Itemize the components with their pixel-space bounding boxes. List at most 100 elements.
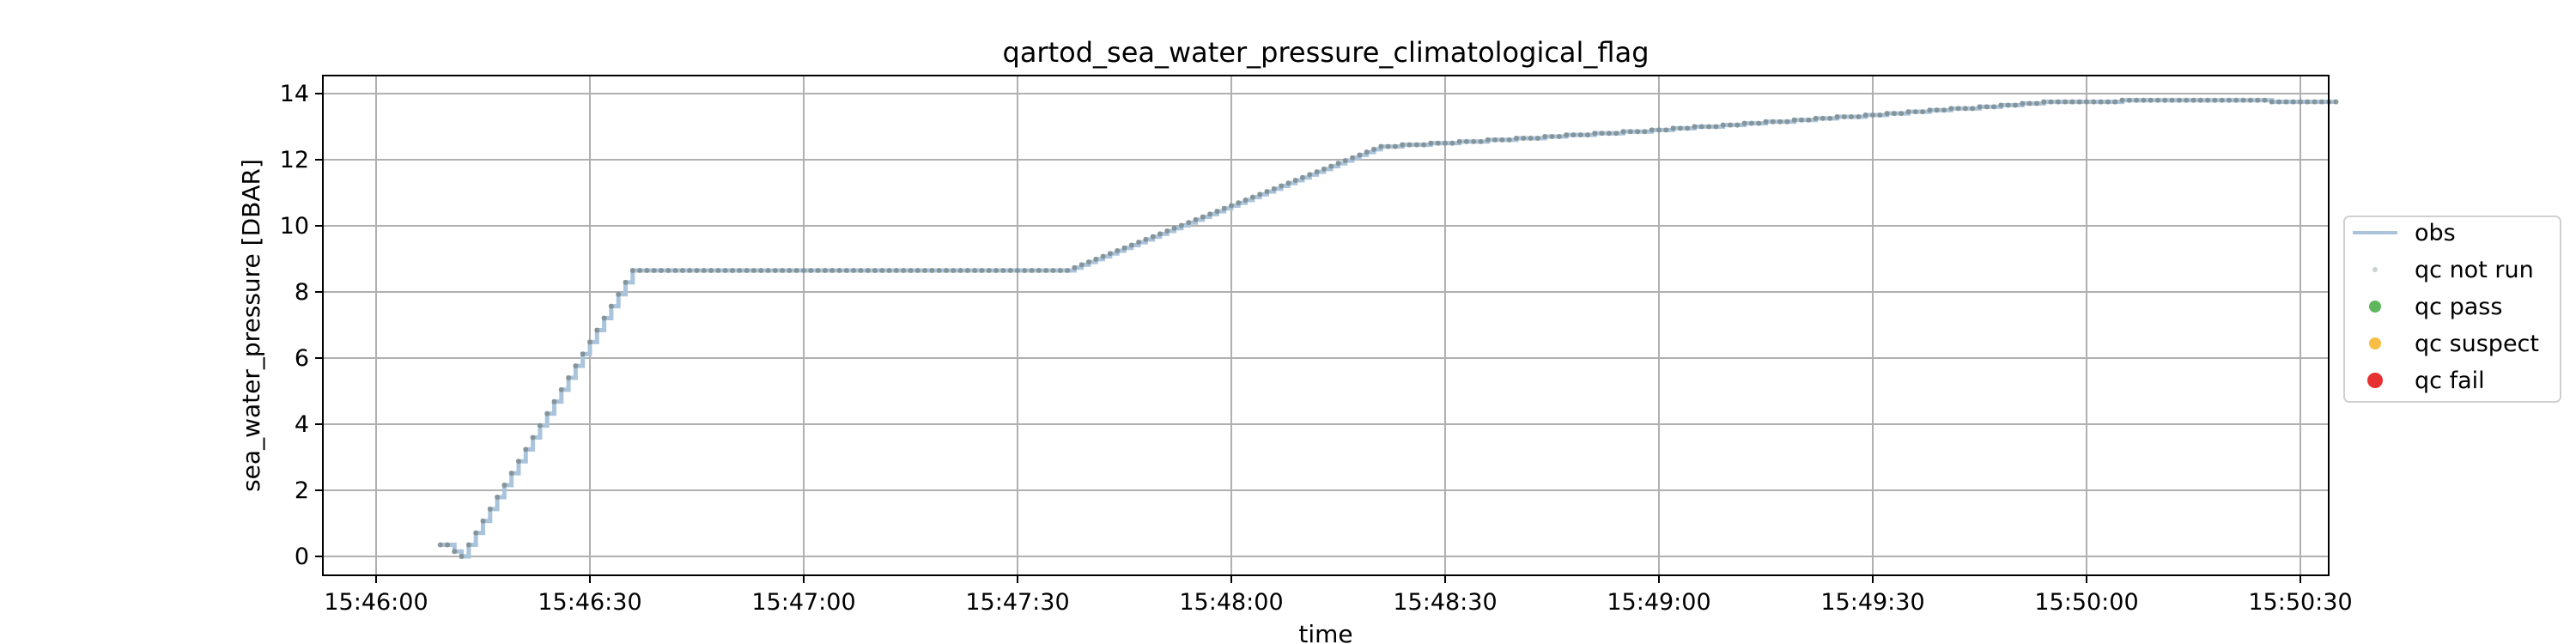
qc-not-run-point [1613,131,1619,137]
qc-not-run-point [1143,236,1149,242]
qc-not-run-point [2312,99,2318,105]
qc-not-run-point [601,315,607,321]
y-tick-label: 6 [295,345,309,372]
qc-not-run-point [1920,109,1926,115]
qc-not-run-point [1870,112,1875,118]
qc-not-run-point [1905,109,1911,115]
qc-not-run-point [929,267,935,273]
qc-not-run-point [2262,97,2268,103]
qc-not-run-point [1279,183,1285,189]
qc-not-run-point [2076,99,2082,105]
obs-line [440,98,2336,559]
legend-swatch-marker [2369,337,2381,349]
qc-not-run-point [487,506,493,512]
qc-not-run-point [1884,111,1890,117]
qc-not-run-point [1827,115,1833,121]
qc-not-run-point [2134,97,2140,103]
series-layer [437,97,2339,559]
qc-not-run-point [1485,137,1491,143]
qc-not-run-point [2048,99,2054,105]
qc-not-run-point [744,267,750,273]
x-tick-label: 15:46:00 [324,589,428,616]
qc-not-run-point [1549,134,1555,140]
qc-not-run-point [715,267,721,273]
qc-not-run-point [1115,248,1121,254]
qc-not-run-point [1107,251,1113,257]
qc-not-run-point [537,422,543,428]
qc-not-run-point [1599,131,1605,137]
x-tick-label: 15:46:30 [538,589,641,616]
qc-not-run-point [1100,253,1106,259]
qc-not-run-point [2020,100,2026,106]
qc-not-run-point [2098,99,2104,105]
qc-not-run-point [1207,211,1213,217]
qc-not-run-point [587,339,592,345]
qc-not-run-point [1413,142,1419,148]
qc-not-run-point [901,267,907,273]
qc-not-run-point [480,518,486,524]
qc-not-run-point [1385,143,1391,149]
qc-not-run-point [2283,99,2289,105]
qc-not-run-point [879,267,885,273]
qc-not-run-point [2105,99,2111,105]
qc-not-run-point [1748,120,1754,126]
qc-not-run-point [679,267,685,273]
qc-not-run-point [2141,97,2147,103]
qc-not-run-point [1927,107,1933,113]
qc-not-run-point [445,542,450,548]
qc-not-run-point [1542,134,1548,140]
qc-not-run-point [1834,113,1840,119]
legend-label: qc pass [2415,294,2502,320]
x-tick-label: 15:49:00 [1607,589,1710,616]
qc-not-run-point [1264,189,1270,195]
qc-not-run-point [2013,102,2018,108]
qc-not-run-point [1891,111,1897,117]
legend-swatch-marker [2367,373,2383,388]
qc-not-run-point [793,267,799,273]
qc-not-run-point [1400,142,1406,148]
qc-not-run-point [1770,118,1776,125]
qc-not-run-point [2227,97,2232,103]
qc-not-run-point [1078,262,1084,268]
qc-not-run-point [730,267,735,273]
qc-not-run-point [1856,113,1862,119]
qc-not-run-point [2126,97,2132,103]
qc-not-run-point [1663,127,1669,133]
qc-not-run-point [722,267,728,273]
qc-not-run-point [1072,264,1078,270]
qc-not-run-point [659,267,664,273]
qc-not-run-point [1670,125,1676,131]
qc-not-run-point [1577,132,1583,138]
qc-not-run-point [2255,97,2261,103]
qc-not-run-point [708,267,714,273]
qc-not-run-point [1150,234,1156,240]
qc-not-run-point [1713,124,1719,130]
qc-not-run-point [1777,118,1783,125]
qc-not-run-point [1692,124,1698,130]
qc-not-run-point [765,267,771,273]
qc-not-run-point [1371,146,1376,152]
qc-not-run-point [1022,267,1028,273]
qc-not-run-point [1200,214,1206,220]
qc-not-run-point [780,267,786,273]
qc-not-run-point [944,267,949,273]
qc-not-run-point [1321,166,1327,172]
qc-not-run-point [1364,149,1370,155]
qc-not-run-point [1478,138,1484,144]
qc-not-run-point [580,351,586,357]
qc-not-run-point [1763,118,1769,125]
qc-not-run-point [701,267,707,273]
legend-box [2343,216,2561,403]
qc-not-run-point [1606,131,1612,137]
qc-not-run-point [957,267,963,273]
qc-not-run-point [1271,185,1277,191]
qc-not-run-point [1656,127,1662,133]
qc-not-run-point [1171,225,1177,231]
qc-not-run-point [523,447,529,453]
qc-not-run-point [2084,99,2089,105]
qc-not-run-point [865,267,871,273]
qc-not-run-point [951,267,957,273]
qc-not-run-point [1328,163,1334,169]
qc-not-run-point [2055,99,2061,105]
